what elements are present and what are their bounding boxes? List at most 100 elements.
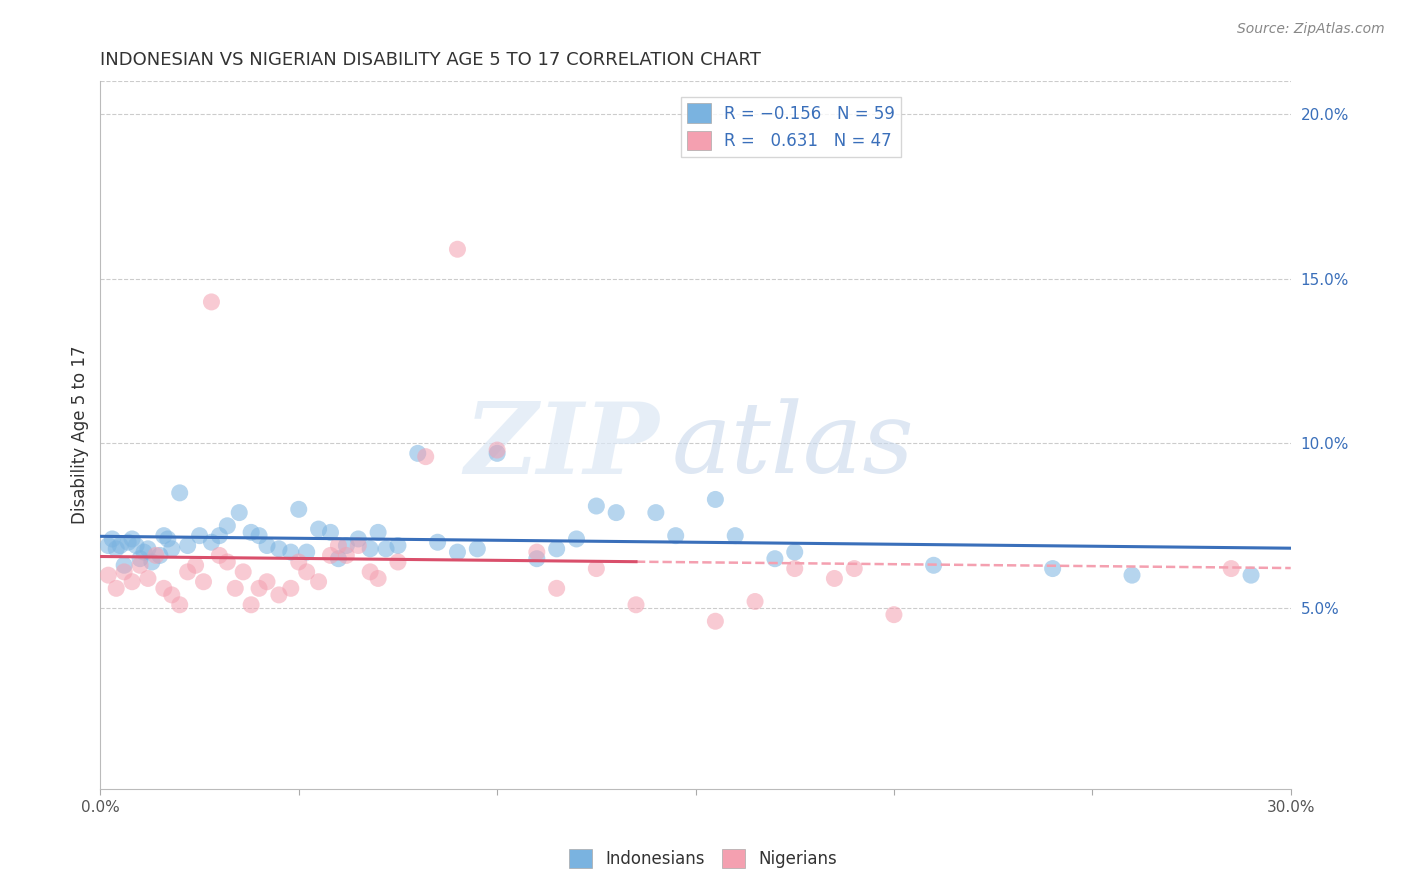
Point <box>605 506 627 520</box>
Point <box>585 561 607 575</box>
Point <box>546 582 568 596</box>
Point <box>585 499 607 513</box>
Point <box>308 574 330 589</box>
Point <box>704 492 727 507</box>
Point <box>704 614 727 628</box>
Text: Source: ZipAtlas.com: Source: ZipAtlas.com <box>1237 22 1385 37</box>
Point <box>108 539 131 553</box>
Point <box>328 551 350 566</box>
Point <box>280 582 302 596</box>
Point <box>176 565 198 579</box>
Point <box>129 551 152 566</box>
Point <box>783 561 806 575</box>
Point <box>160 588 183 602</box>
Point <box>922 558 945 573</box>
Point <box>446 545 468 559</box>
Point <box>193 574 215 589</box>
Point <box>256 574 278 589</box>
Point <box>176 539 198 553</box>
Point <box>224 582 246 596</box>
Point <box>228 506 250 520</box>
Point <box>217 518 239 533</box>
Point <box>546 541 568 556</box>
Point <box>141 555 163 569</box>
Text: INDONESIAN VS NIGERIAN DISABILITY AGE 5 TO 17 CORRELATION CHART: INDONESIAN VS NIGERIAN DISABILITY AGE 5 … <box>100 51 761 69</box>
Point <box>121 532 143 546</box>
Point <box>1042 561 1064 575</box>
Point <box>129 558 152 573</box>
Point <box>132 545 155 559</box>
Point <box>101 532 124 546</box>
Point <box>387 555 409 569</box>
Point <box>169 486 191 500</box>
Point <box>240 525 263 540</box>
Point <box>240 598 263 612</box>
Point <box>565 532 588 546</box>
Point <box>844 561 866 575</box>
Point <box>295 545 318 559</box>
Point <box>105 582 128 596</box>
Point <box>200 535 222 549</box>
Point <box>232 565 254 579</box>
Point <box>247 529 270 543</box>
Point <box>97 539 120 553</box>
Point <box>200 294 222 309</box>
Point <box>153 529 176 543</box>
Point <box>406 446 429 460</box>
Point <box>347 539 370 553</box>
Point <box>415 450 437 464</box>
Point <box>105 541 128 556</box>
Point <box>486 443 509 458</box>
Point <box>145 549 167 563</box>
Point <box>153 582 176 596</box>
Point <box>526 545 548 559</box>
Point <box>347 532 370 546</box>
Point <box>465 541 488 556</box>
Point <box>156 532 179 546</box>
Point <box>208 529 231 543</box>
Point <box>287 502 309 516</box>
Point <box>112 558 135 573</box>
Point <box>256 539 278 553</box>
Point <box>280 545 302 559</box>
Point <box>724 529 747 543</box>
Point <box>644 506 666 520</box>
Point <box>624 598 647 612</box>
Point <box>526 551 548 566</box>
Point <box>335 539 357 553</box>
Point <box>247 582 270 596</box>
Point <box>112 565 135 579</box>
Point <box>744 594 766 608</box>
Point <box>160 541 183 556</box>
Y-axis label: Disability Age 5 to 17: Disability Age 5 to 17 <box>72 346 89 524</box>
Point <box>287 555 309 569</box>
Point <box>149 549 172 563</box>
Point <box>169 598 191 612</box>
Point <box>267 588 290 602</box>
Point <box>117 535 139 549</box>
Point <box>136 571 159 585</box>
Point <box>665 529 688 543</box>
Point <box>188 529 211 543</box>
Point <box>763 551 786 566</box>
Point <box>184 558 207 573</box>
Point <box>97 568 120 582</box>
Point <box>267 541 290 556</box>
Point <box>328 539 350 553</box>
Point <box>375 541 398 556</box>
Point <box>367 525 389 540</box>
Point <box>125 539 148 553</box>
Legend: R = −0.156   N = 59, R =   0.631   N = 47: R = −0.156 N = 59, R = 0.631 N = 47 <box>681 96 901 157</box>
Point <box>359 565 381 579</box>
Point <box>319 549 342 563</box>
Point <box>486 446 509 460</box>
Text: atlas: atlas <box>672 398 914 493</box>
Point <box>426 535 449 549</box>
Point <box>1121 568 1143 582</box>
Text: ZIP: ZIP <box>465 398 659 494</box>
Point <box>136 541 159 556</box>
Point <box>883 607 905 622</box>
Point <box>335 549 357 563</box>
Legend: Indonesians, Nigerians: Indonesians, Nigerians <box>562 842 844 875</box>
Point <box>359 541 381 556</box>
